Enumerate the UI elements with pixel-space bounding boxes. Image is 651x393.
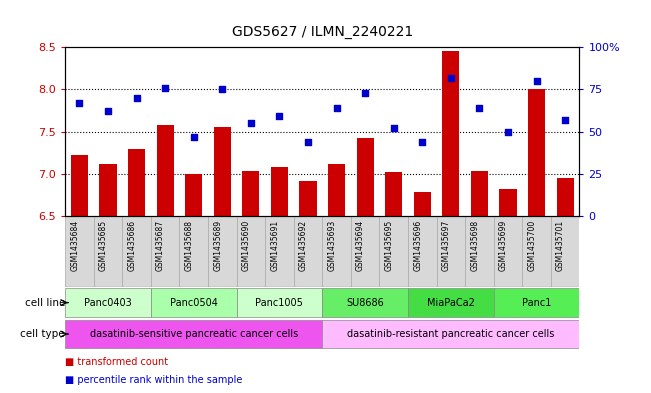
- Text: GSM1435701: GSM1435701: [556, 220, 565, 271]
- Point: [274, 113, 284, 119]
- FancyBboxPatch shape: [551, 216, 579, 287]
- FancyBboxPatch shape: [180, 216, 208, 287]
- Text: GSM1435685: GSM1435685: [99, 220, 108, 271]
- Bar: [71, 155, 88, 216]
- Text: cell line: cell line: [25, 298, 65, 308]
- Point: [360, 90, 370, 96]
- FancyBboxPatch shape: [236, 216, 265, 287]
- Point: [560, 117, 570, 123]
- Point: [189, 134, 199, 140]
- FancyBboxPatch shape: [408, 288, 493, 317]
- Point: [417, 139, 428, 145]
- Text: cell type: cell type: [20, 329, 65, 339]
- Text: Panc0504: Panc0504: [170, 298, 217, 308]
- FancyBboxPatch shape: [122, 216, 151, 287]
- Text: GSM1435694: GSM1435694: [356, 220, 365, 271]
- Bar: [328, 164, 345, 216]
- Text: GSM1435697: GSM1435697: [442, 220, 450, 271]
- FancyBboxPatch shape: [322, 288, 408, 317]
- Bar: [214, 127, 231, 216]
- Bar: [271, 167, 288, 216]
- Bar: [100, 164, 117, 216]
- Point: [503, 129, 513, 135]
- Point: [74, 100, 85, 106]
- FancyBboxPatch shape: [493, 216, 522, 287]
- Text: GSM1435700: GSM1435700: [527, 220, 536, 271]
- FancyBboxPatch shape: [65, 216, 94, 287]
- FancyBboxPatch shape: [65, 320, 322, 348]
- Text: GSM1435699: GSM1435699: [499, 220, 508, 271]
- Bar: [242, 171, 259, 216]
- Text: GSM1435687: GSM1435687: [156, 220, 165, 271]
- Text: GSM1435688: GSM1435688: [185, 220, 194, 271]
- FancyBboxPatch shape: [65, 288, 151, 317]
- Point: [217, 86, 227, 93]
- FancyBboxPatch shape: [380, 216, 408, 287]
- Bar: [471, 171, 488, 216]
- Text: SU8686: SU8686: [346, 298, 384, 308]
- Point: [331, 105, 342, 111]
- Text: GSM1435684: GSM1435684: [70, 220, 79, 271]
- Text: GSM1435690: GSM1435690: [242, 220, 251, 271]
- Point: [103, 108, 113, 114]
- FancyBboxPatch shape: [265, 216, 294, 287]
- Text: dasatinib-resistant pancreatic cancer cells: dasatinib-resistant pancreatic cancer ce…: [347, 329, 555, 339]
- Bar: [528, 90, 545, 216]
- Point: [303, 139, 313, 145]
- Text: Panc1: Panc1: [522, 298, 551, 308]
- Text: Panc0403: Panc0403: [84, 298, 132, 308]
- Point: [132, 95, 142, 101]
- Bar: [357, 138, 374, 216]
- Bar: [128, 149, 145, 216]
- Point: [474, 105, 484, 111]
- FancyBboxPatch shape: [493, 288, 579, 317]
- Text: Panc1005: Panc1005: [255, 298, 303, 308]
- Text: GSM1435686: GSM1435686: [128, 220, 137, 271]
- Text: ■ transformed count: ■ transformed count: [65, 358, 168, 367]
- Text: MiaPaCa2: MiaPaCa2: [427, 298, 475, 308]
- Text: GSM1435689: GSM1435689: [214, 220, 222, 271]
- FancyBboxPatch shape: [408, 216, 437, 287]
- Bar: [385, 172, 402, 216]
- Bar: [299, 181, 316, 216]
- FancyBboxPatch shape: [208, 216, 236, 287]
- Point: [245, 120, 256, 127]
- FancyBboxPatch shape: [94, 216, 122, 287]
- Text: GSM1435695: GSM1435695: [385, 220, 394, 271]
- FancyBboxPatch shape: [465, 216, 493, 287]
- Text: GDS5627 / ILMN_2240221: GDS5627 / ILMN_2240221: [232, 25, 413, 39]
- FancyBboxPatch shape: [294, 216, 322, 287]
- Text: GSM1435691: GSM1435691: [270, 220, 279, 271]
- Point: [531, 78, 542, 84]
- Bar: [499, 189, 516, 216]
- FancyBboxPatch shape: [151, 288, 236, 317]
- FancyBboxPatch shape: [151, 216, 180, 287]
- Bar: [156, 125, 174, 216]
- FancyBboxPatch shape: [236, 288, 322, 317]
- Text: GSM1435693: GSM1435693: [327, 220, 337, 271]
- Bar: [557, 178, 574, 216]
- Text: GSM1435696: GSM1435696: [413, 220, 422, 271]
- Text: GSM1435698: GSM1435698: [471, 220, 479, 271]
- Bar: [442, 51, 460, 216]
- Point: [389, 125, 399, 131]
- Text: dasatinib-sensitive pancreatic cancer cells: dasatinib-sensitive pancreatic cancer ce…: [90, 329, 298, 339]
- Bar: [413, 193, 431, 216]
- FancyBboxPatch shape: [437, 216, 465, 287]
- FancyBboxPatch shape: [522, 216, 551, 287]
- FancyBboxPatch shape: [322, 320, 579, 348]
- Text: ■ percentile rank within the sample: ■ percentile rank within the sample: [65, 375, 242, 385]
- Text: GSM1435692: GSM1435692: [299, 220, 308, 271]
- FancyBboxPatch shape: [322, 216, 351, 287]
- Point: [160, 84, 171, 91]
- Point: [445, 74, 456, 81]
- Bar: [185, 174, 202, 216]
- FancyBboxPatch shape: [351, 216, 380, 287]
